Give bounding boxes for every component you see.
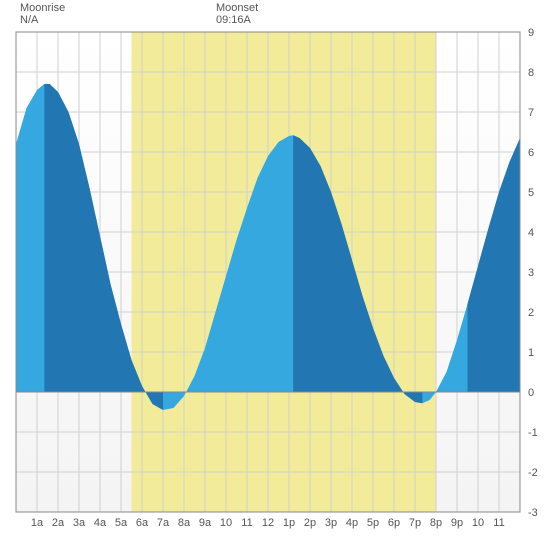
x-tick-label: 3p bbox=[325, 517, 337, 529]
x-tick-label: 11 bbox=[241, 517, 252, 529]
x-tick-label: 12 bbox=[262, 517, 274, 529]
x-tick-label: 1p bbox=[283, 517, 295, 529]
moonset-label: Moonset bbox=[216, 2, 258, 14]
y-tick-label: -3 bbox=[528, 507, 538, 519]
x-tick-label: 2p bbox=[304, 517, 316, 529]
x-tick-label: 9a bbox=[199, 517, 212, 529]
y-tick-label: -1 bbox=[528, 427, 538, 439]
x-tick-label: 6a bbox=[136, 517, 149, 529]
x-tick-label: 10 bbox=[220, 517, 232, 529]
x-tick-label: 8p bbox=[430, 517, 442, 529]
y-tick-label: 2 bbox=[528, 307, 534, 319]
y-tick-label: 4 bbox=[528, 227, 534, 239]
y-tick-label: 6 bbox=[528, 147, 534, 159]
y-tick-label: 3 bbox=[528, 267, 534, 279]
x-tick-label: 10 bbox=[472, 517, 484, 529]
y-tick-label: -2 bbox=[528, 467, 538, 479]
y-tick-label: 8 bbox=[528, 67, 534, 79]
moonrise-label: Moonrise bbox=[20, 2, 65, 14]
y-tick-label: 5 bbox=[528, 187, 534, 199]
y-tick-label: 7 bbox=[528, 107, 534, 119]
y-tick-label: 1 bbox=[528, 347, 534, 359]
x-tick-label: 7a bbox=[157, 517, 170, 529]
x-tick-label: 9p bbox=[451, 517, 463, 529]
x-tick-label: 3a bbox=[73, 517, 86, 529]
moonrise-value: N/A bbox=[20, 14, 65, 26]
x-tick-label: 5a bbox=[115, 517, 128, 529]
x-tick-label: 1a bbox=[31, 517, 44, 529]
x-tick-label: 7p bbox=[409, 517, 421, 529]
moonset-block: Moonset 09:16A bbox=[216, 2, 258, 26]
x-tick-label: 8a bbox=[178, 517, 191, 529]
x-tick-label: 5p bbox=[367, 517, 379, 529]
tide-chart: -3-2-101234567891a2a3a4a5a6a7a8a9a101112… bbox=[0, 0, 550, 550]
x-tick-label: 11 bbox=[493, 517, 504, 529]
moonrise-block: Moonrise N/A bbox=[20, 2, 65, 26]
y-tick-label: 0 bbox=[528, 387, 534, 399]
x-tick-label: 2a bbox=[52, 517, 65, 529]
moonset-value: 09:16A bbox=[216, 14, 258, 26]
x-tick-label: 4p bbox=[346, 517, 358, 529]
x-tick-label: 4a bbox=[94, 517, 107, 529]
x-tick-label: 6p bbox=[388, 517, 400, 529]
